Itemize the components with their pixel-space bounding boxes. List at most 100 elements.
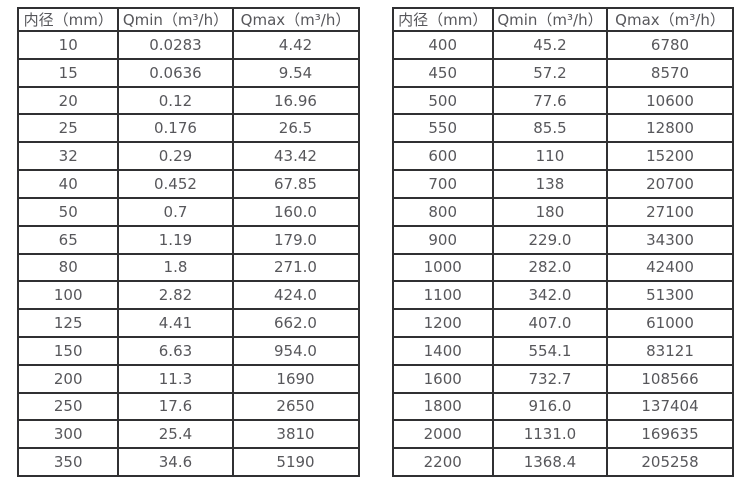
table-cell: 282.0 bbox=[491, 252, 609, 283]
table-cell: 65 bbox=[16, 224, 120, 255]
table-cell: 150 bbox=[16, 335, 120, 366]
table-cell: 300 bbox=[16, 419, 120, 450]
table-cell: 2.82 bbox=[117, 280, 234, 311]
table-cell: 554.1 bbox=[491, 335, 609, 366]
table-cell: 125 bbox=[16, 308, 120, 338]
table-cell: 1368.4 bbox=[491, 447, 609, 477]
table-cell: 954.0 bbox=[231, 335, 360, 366]
column-header: Qmin（m³/h） bbox=[117, 7, 234, 32]
table-cell: 57.2 bbox=[491, 57, 609, 88]
table-cell: 67.85 bbox=[231, 169, 360, 199]
table-row: 400 45.2 6780 bbox=[391, 30, 734, 60]
table-row: 100 2.82 424.0 bbox=[16, 280, 360, 311]
table-cell: 6.63 bbox=[117, 335, 234, 366]
table-cell: 169635 bbox=[606, 419, 734, 450]
table-row: 25 0.176 26.5 bbox=[16, 113, 360, 144]
table-cell: 1690 bbox=[231, 363, 360, 394]
table-cell: 800 bbox=[391, 196, 494, 227]
table-cell: 916.0 bbox=[491, 391, 609, 422]
table-cell: 342.0 bbox=[491, 280, 609, 311]
table-cell: 1.19 bbox=[117, 224, 234, 255]
table-row: 80 1.8 271.0 bbox=[16, 252, 360, 283]
table-cell: 1200 bbox=[391, 308, 494, 338]
table-cell: 180 bbox=[491, 196, 609, 227]
table-cell: 407.0 bbox=[491, 308, 609, 338]
table-cell: 25 bbox=[16, 113, 120, 144]
table-cell: 424.0 bbox=[231, 280, 360, 311]
table-cell: 42400 bbox=[606, 252, 734, 283]
table-row: 1100 342.0 51300 bbox=[391, 280, 734, 311]
table-row: 1200 407.0 61000 bbox=[391, 308, 734, 338]
table-cell: 77.6 bbox=[491, 85, 609, 116]
table-row: 32 0.29 43.42 bbox=[16, 141, 360, 172]
table-cell: 1800 bbox=[391, 391, 494, 422]
table-cell: 20 bbox=[16, 85, 120, 116]
table-cell: 179.0 bbox=[231, 224, 360, 255]
table-cell: 17.6 bbox=[117, 391, 234, 422]
table-row: 200 11.3 1690 bbox=[16, 363, 360, 394]
table-cell: 2650 bbox=[231, 391, 360, 422]
table-row: 600 110 15200 bbox=[391, 141, 734, 172]
table-cell: 15200 bbox=[606, 141, 734, 172]
table-cell: 1400 bbox=[391, 335, 494, 366]
table-cell: 110 bbox=[491, 141, 609, 172]
table-cell: 271.0 bbox=[231, 252, 360, 283]
table-cell: 229.0 bbox=[491, 224, 609, 255]
table-cell: 3810 bbox=[231, 419, 360, 450]
table-cell: 0.176 bbox=[117, 113, 234, 144]
table-cell: 27100 bbox=[606, 196, 734, 227]
table-row: 350 34.6 5190 bbox=[16, 447, 360, 477]
table-cell: 85.5 bbox=[491, 113, 609, 144]
table-cell: 26.5 bbox=[231, 113, 360, 144]
table-row: 125 4.41 662.0 bbox=[16, 308, 360, 338]
table-cell: 15 bbox=[16, 57, 120, 88]
table-row: 20 0.12 16.96 bbox=[16, 85, 360, 116]
table-row: 500 77.6 10600 bbox=[391, 85, 734, 116]
table-cell: 0.7 bbox=[117, 196, 234, 227]
table-row: 900 229.0 34300 bbox=[391, 224, 734, 255]
table-cell: 1.8 bbox=[117, 252, 234, 283]
table-row: 1000 282.0 42400 bbox=[391, 252, 734, 283]
table-cell: 1131.0 bbox=[491, 419, 609, 450]
column-header: Qmin（m³/h） bbox=[491, 7, 609, 32]
table-cell: 160.0 bbox=[231, 196, 360, 227]
column-header: 内径（mm） bbox=[16, 7, 120, 32]
table-cell: 0.0636 bbox=[117, 57, 234, 88]
table-cell: 25.4 bbox=[117, 419, 234, 450]
table-cell: 350 bbox=[16, 447, 120, 477]
table-cell: 2000 bbox=[391, 419, 494, 450]
table-row: 150 6.63 954.0 bbox=[16, 335, 360, 366]
table-cell: 0.452 bbox=[117, 169, 234, 199]
table-row: 1400 554.1 83121 bbox=[391, 335, 734, 366]
table-row: 2000 1131.0 169635 bbox=[391, 419, 734, 450]
table-cell: 11.3 bbox=[117, 363, 234, 394]
column-header: 内径（mm） bbox=[391, 7, 494, 32]
table-cell: 4.41 bbox=[117, 308, 234, 338]
flow-table-large-diameters: 内径（mm） Qmin（m³/h） Qmax（m³/h） 400 45.2 6780 450… bbox=[391, 7, 734, 477]
header-row: 内径（mm） Qmin（m³/h） Qmax（m³/h） bbox=[16, 7, 360, 32]
table-cell: 10 bbox=[16, 30, 120, 60]
table-cell: 1100 bbox=[391, 280, 494, 311]
table-cell: 1000 bbox=[391, 252, 494, 283]
table-cell: 43.42 bbox=[231, 141, 360, 172]
table-cell: 40 bbox=[16, 169, 120, 199]
table-cell: 6780 bbox=[606, 30, 734, 60]
table-row: 800 180 27100 bbox=[391, 196, 734, 227]
table-cell: 900 bbox=[391, 224, 494, 255]
table-row: 40 0.452 67.85 bbox=[16, 169, 360, 199]
table-cell: 4.42 bbox=[231, 30, 360, 60]
table-cell: 50 bbox=[16, 196, 120, 227]
table-row: 300 25.4 3810 bbox=[16, 419, 360, 450]
table-cell: 83121 bbox=[606, 335, 734, 366]
table-row: 550 85.5 12800 bbox=[391, 113, 734, 144]
table-cell: 137404 bbox=[606, 391, 734, 422]
table-cell: 450 bbox=[391, 57, 494, 88]
table-cell: 16.96 bbox=[231, 85, 360, 116]
flow-table-small-diameters: 内径（mm） Qmin（m³/h） Qmax（m³/h） 10 0.0283 4.42 15… bbox=[16, 7, 360, 477]
table-cell: 0.12 bbox=[117, 85, 234, 116]
table-cell: 0.29 bbox=[117, 141, 234, 172]
table-row: 50 0.7 160.0 bbox=[16, 196, 360, 227]
column-header: Qmax（m³/h） bbox=[231, 7, 360, 32]
table-row: 10 0.0283 4.42 bbox=[16, 30, 360, 60]
table-cell: 662.0 bbox=[231, 308, 360, 338]
